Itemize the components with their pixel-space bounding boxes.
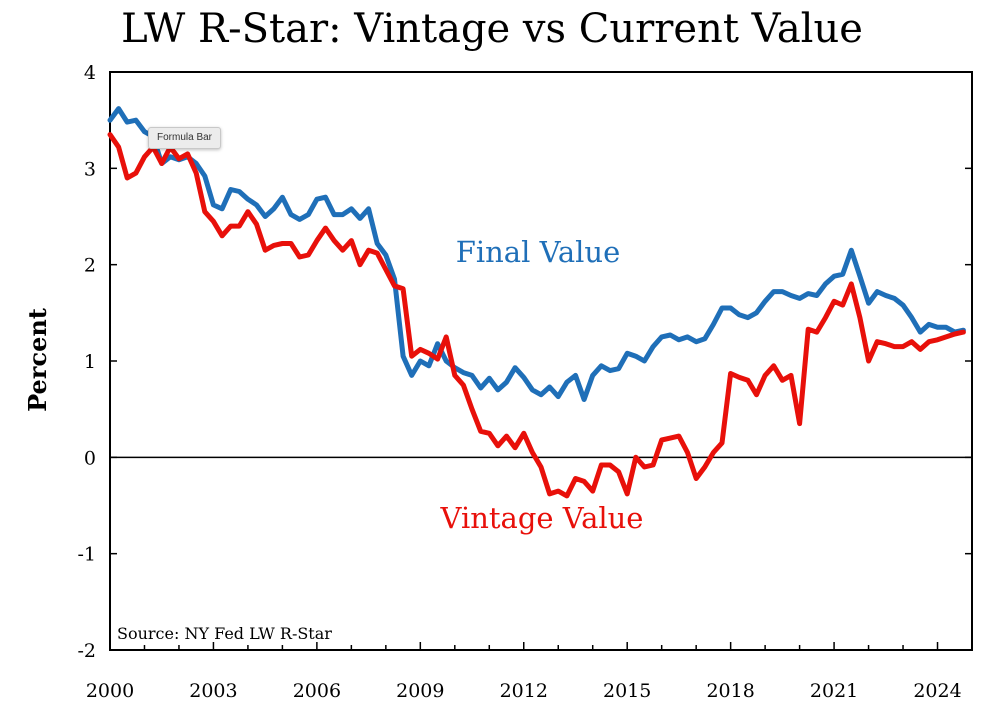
y-tick-label: 4 — [84, 62, 96, 84]
x-tick-label: 2006 — [293, 680, 341, 702]
y-tick-label: 1 — [84, 351, 96, 373]
series-line-vintage-value — [107, 132, 966, 499]
y-tick-label: 2 — [84, 255, 96, 277]
y-tick-label: 3 — [84, 158, 96, 180]
y-tick-label: 0 — [84, 447, 96, 469]
y-tick-label: -1 — [77, 544, 96, 566]
y-axis-label: Percent — [23, 308, 52, 412]
formula-bar-tooltip: Formula Bar — [148, 127, 222, 149]
x-tick-label: 2012 — [500, 680, 548, 702]
plot-area-frame — [109, 71, 973, 651]
x-tick-label: 2018 — [706, 680, 754, 702]
x-tick-label: 2009 — [396, 680, 444, 702]
x-tick-label: 2024 — [913, 680, 961, 702]
series-line-final-value — [107, 106, 966, 402]
y-tick-label: -2 — [77, 640, 96, 662]
x-tick-label: 2021 — [810, 680, 858, 702]
x-tick-label: 2015 — [603, 680, 651, 702]
x-tick-label: 2003 — [189, 680, 237, 702]
series-label-vintage-value: Vintage Value — [440, 501, 644, 535]
chart-title: LW R-Star: Vintage vs Current Value — [121, 6, 863, 52]
x-tick-label: 2000 — [86, 680, 134, 702]
source-note: Source: NY Fed LW R-Star — [117, 624, 332, 643]
series-label-final-value: Final Value — [456, 235, 621, 269]
